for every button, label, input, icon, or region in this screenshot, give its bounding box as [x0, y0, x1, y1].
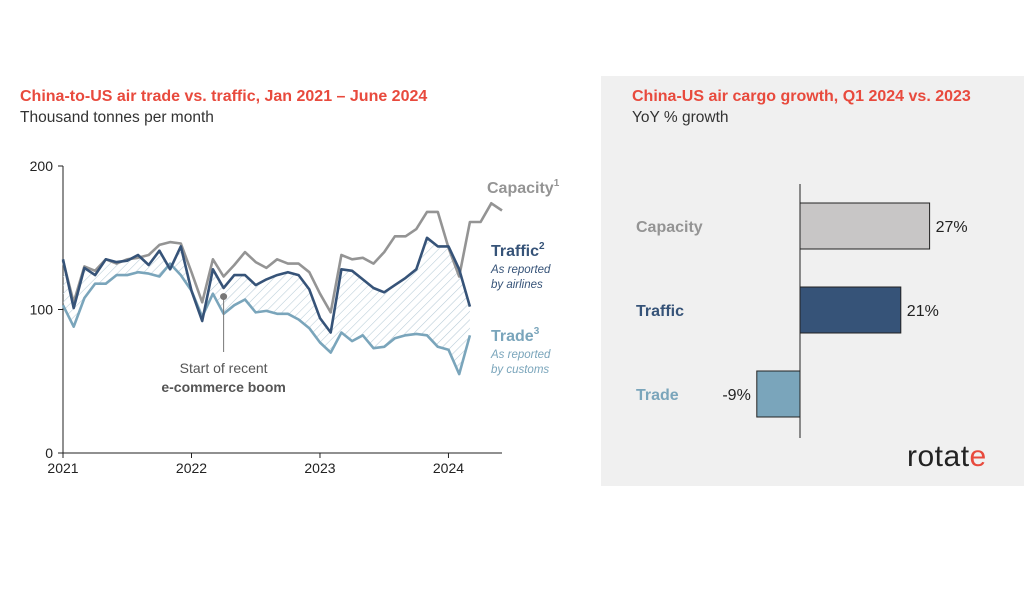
bar-category-label: Capacity [636, 219, 703, 236]
bar-chart-panel: China-US air cargo growth, Q1 2024 vs. 2… [601, 76, 1024, 486]
x-tick-label: 2022 [176, 460, 207, 476]
bar-traffic [799, 286, 902, 334]
trade-series-line [61, 262, 472, 376]
annotation-line1: Start of recent [180, 360, 268, 376]
rotate-logo: rotate [907, 440, 987, 474]
bar-category-label: Traffic [636, 303, 684, 320]
bar-chart: Capacity 27% Traffic 21% Trade -9% [636, 184, 968, 438]
bar-category-label: Trade [636, 387, 679, 404]
trade-series-label: Trade3 [491, 326, 540, 345]
logo-accent-letter: e [969, 440, 987, 473]
traffic-trade-gap-area [63, 237, 470, 375]
y-tick-label: 200 [30, 158, 54, 174]
bar-chart-title: China-US air cargo growth, Q1 2024 vs. 2… [632, 88, 971, 105]
capacity-series-line [61, 202, 503, 314]
bar-value-label: 27% [936, 219, 968, 236]
logo-text: rotat [907, 440, 970, 473]
traffic-note-line1: As reported [490, 264, 551, 276]
line-chart-title: China-to-US air trade vs. traffic, Jan 2… [20, 88, 428, 105]
capacity-series-label: Capacity1 [487, 178, 560, 197]
line-chart-panel: China-to-US air trade vs. traffic, Jan 2… [20, 88, 560, 476]
annotation-line2: e-commerce boom [161, 379, 285, 395]
trade-note-line2: by customs [491, 364, 549, 376]
bar-chart-subtitle: YoY % growth [632, 109, 729, 126]
traffic-series-label: Traffic2 [491, 241, 545, 260]
x-tick-label: 2023 [304, 460, 335, 476]
bar-value-label: 21% [907, 303, 939, 320]
bar-trade [756, 370, 801, 418]
x-tick-label: 2024 [433, 460, 464, 476]
y-tick-label: 0 [45, 445, 53, 461]
line-chart: 0 100 200 2021 2022 2023 2024 Capacity1 Traffic2… [30, 158, 560, 476]
y-tick-label: 100 [30, 302, 54, 318]
bar-capacity [799, 202, 931, 250]
traffic-series-line [61, 236, 472, 334]
bar-value-label: -9% [722, 387, 750, 404]
x-tick-label: 2021 [47, 460, 78, 476]
trade-note-line1: As reported [490, 349, 551, 361]
line-chart-subtitle: Thousand tonnes per month [20, 109, 214, 126]
traffic-note-line2: by airlines [491, 279, 543, 291]
